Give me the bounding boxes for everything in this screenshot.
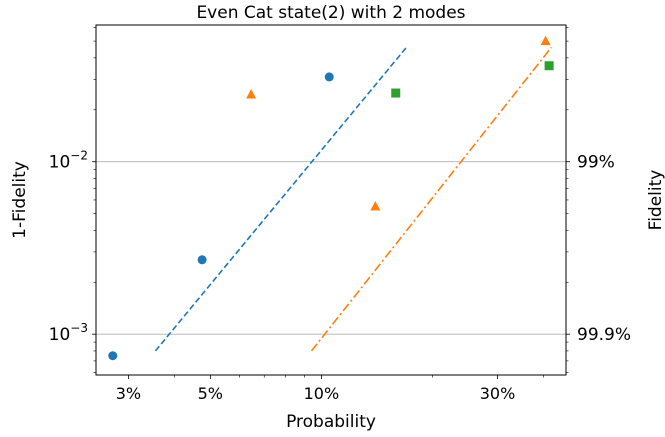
circle-marker <box>324 72 334 82</box>
x-axis-label: Probability <box>286 412 376 432</box>
circle-marker <box>197 255 207 265</box>
triangle-marker <box>246 89 257 99</box>
y-tick-label: 10−3 <box>49 321 88 345</box>
fit-line-dashdot <box>310 46 553 352</box>
y2-tick-label: 99.9% <box>577 325 631 345</box>
square-marker <box>544 61 554 71</box>
x-tick-label: 5% <box>198 384 223 403</box>
y2-tick-label: 99% <box>577 153 615 173</box>
chart-title: Even Cat state(2) with 2 modes <box>196 3 465 23</box>
triangle-marker <box>540 35 551 46</box>
y2-axis-label: Fidelity <box>646 170 665 231</box>
x-tick-label: 3% <box>116 384 141 403</box>
triangle-marker <box>370 200 381 211</box>
circle-marker <box>108 351 118 361</box>
y2-axis-ticks: 99.9% 99% <box>566 27 631 373</box>
x-axis-ticks: 3% 5% 10% 30% <box>116 375 544 403</box>
y-axis-ticks: 10−3 10−2 <box>49 27 96 373</box>
y-tick-label: 10−2 <box>49 149 88 173</box>
y-axis-label: 1-Fidelity <box>10 161 30 239</box>
data-markers <box>108 35 554 361</box>
fit-lines <box>154 46 553 352</box>
x-tick-label: 30% <box>480 384 516 403</box>
x-tick-label: 10% <box>304 384 340 403</box>
fit-line-dashed <box>154 46 408 352</box>
square-marker <box>391 88 401 98</box>
gridlines <box>96 161 566 335</box>
